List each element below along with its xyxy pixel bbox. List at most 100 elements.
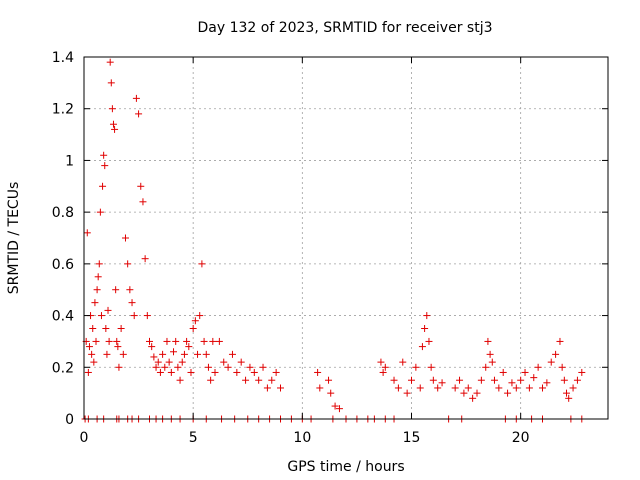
data-point	[456, 376, 464, 384]
data-point	[124, 260, 132, 268]
data-point	[421, 325, 429, 332]
data-point	[156, 368, 164, 376]
data-point	[83, 229, 91, 237]
data-point	[100, 151, 108, 159]
data-point	[180, 350, 188, 358]
data-point	[163, 337, 171, 345]
data-point	[325, 376, 333, 384]
data-point	[259, 363, 267, 371]
data-point	[438, 379, 446, 387]
data-point	[573, 376, 581, 384]
data-point	[408, 376, 415, 384]
data-point	[521, 368, 529, 376]
data-point	[104, 306, 112, 314]
data-point	[165, 358, 173, 366]
data-point	[517, 376, 525, 384]
data-point	[176, 376, 184, 384]
data-point	[490, 376, 498, 384]
data-point	[167, 368, 175, 376]
data-point	[327, 389, 335, 397]
y-axis-label: SRMTID / TECUs	[6, 182, 22, 295]
data-point	[109, 120, 117, 128]
data-point	[425, 337, 433, 345]
data-point	[211, 368, 219, 376]
data-point	[268, 376, 276, 384]
data-point	[486, 350, 494, 358]
data-point	[94, 273, 102, 281]
data-point	[377, 358, 385, 366]
data-point	[103, 350, 111, 358]
data-point	[484, 337, 492, 345]
data-point	[504, 389, 512, 397]
data-point	[106, 58, 114, 66]
data-point	[187, 368, 195, 376]
data-point	[569, 384, 577, 392]
data-point	[543, 379, 551, 387]
data-point	[183, 337, 191, 345]
axis-ticks: 0 5 10 15 20 0 0.2 0.4 0.6 0.8 1 1.2 1.4	[52, 50, 608, 446]
data-point	[96, 208, 104, 216]
data-point	[143, 312, 151, 320]
data-point	[488, 358, 496, 366]
data-point	[534, 363, 542, 371]
data-point	[135, 110, 143, 118]
data-point	[101, 162, 109, 170]
y-tick-label: 1.4	[52, 50, 74, 66]
data-point	[403, 389, 411, 397]
data-point	[434, 384, 442, 392]
data-point	[379, 368, 387, 376]
data-point	[558, 363, 566, 371]
y-tick-label: 1.2	[52, 102, 74, 118]
data-point	[204, 363, 212, 371]
data-point	[189, 325, 197, 332]
x-tick-label: 20	[512, 430, 530, 446]
x-tick-label: 5	[189, 430, 198, 446]
grid-lines	[84, 57, 608, 419]
data-point	[272, 368, 280, 376]
data-point	[394, 384, 402, 392]
data-point	[202, 350, 210, 358]
data-point	[102, 325, 110, 332]
data-point	[84, 368, 92, 376]
data-point	[220, 358, 228, 366]
x-tick-label: 10	[293, 430, 311, 446]
data-point	[427, 363, 435, 371]
data-point	[263, 384, 271, 392]
data-point	[107, 79, 115, 87]
data-point	[209, 337, 217, 345]
y-tick-label: 0.6	[52, 257, 74, 273]
data-point	[390, 376, 398, 384]
data-point	[525, 384, 533, 392]
data-point	[469, 394, 477, 402]
data-point	[530, 374, 538, 382]
data-point	[128, 299, 136, 307]
data-point	[85, 343, 93, 351]
data-point	[146, 337, 153, 345]
data-point	[141, 255, 149, 263]
data-point	[198, 260, 206, 268]
data-point	[108, 105, 116, 113]
data-point	[111, 125, 119, 133]
data-point	[114, 343, 122, 351]
data-point	[547, 358, 555, 366]
data-point	[200, 337, 208, 345]
data-point	[99, 182, 107, 190]
data-point	[314, 368, 322, 376]
data-point	[154, 358, 162, 366]
y-tick-label: 0.2	[52, 360, 74, 376]
data-point	[172, 337, 180, 345]
data-point	[132, 94, 140, 102]
data-point	[92, 337, 100, 345]
data-point	[277, 384, 284, 392]
data-point	[477, 376, 485, 384]
plot-frame	[83, 56, 609, 420]
y-tick-label: 0	[65, 412, 74, 428]
data-point	[412, 363, 420, 371]
data-point	[161, 363, 169, 371]
data-point	[560, 376, 568, 384]
data-point	[178, 358, 186, 366]
data-point	[215, 337, 223, 345]
data-point	[95, 260, 103, 268]
x-tick-label: 15	[403, 430, 421, 446]
